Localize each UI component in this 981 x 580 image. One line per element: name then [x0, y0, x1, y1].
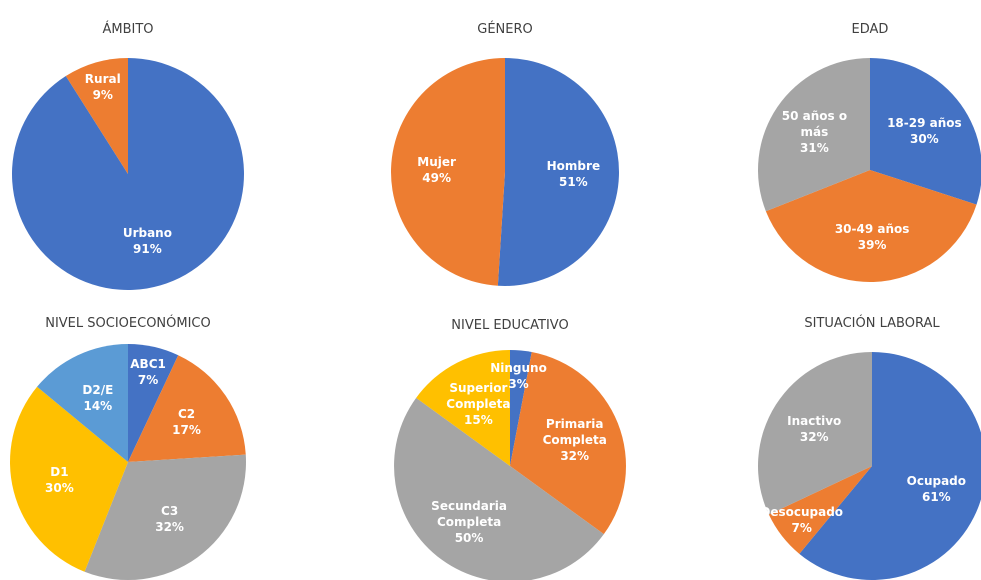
slice-label: C2 17% [144, 406, 230, 438]
chart-title: ÁMBITO [102, 22, 154, 37]
value-label: 17% [172, 423, 201, 438]
pie-slice [128, 355, 246, 462]
value-label: 7% [791, 521, 812, 536]
pie-slice [510, 350, 532, 466]
category-label: Ninguno [490, 360, 547, 375]
pie-slice [390, 58, 505, 286]
category-label: C3 [161, 504, 179, 519]
value-label: 32% [799, 430, 829, 445]
slice-label: Ninguno 3% [476, 360, 562, 392]
value-label: 9% [92, 88, 113, 103]
chart-title: SITUACIÓN LABORAL [804, 316, 940, 331]
pie-slice [9, 386, 129, 572]
pie-slice [765, 170, 977, 283]
category-label: Ocupado [906, 474, 967, 489]
category-label: 30-49 años [834, 222, 910, 237]
category-label: Primaria Completa [542, 417, 607, 448]
slice-label: Rural 9% [60, 71, 146, 103]
value-label: 31% [800, 141, 829, 156]
value-label: 39% [857, 238, 887, 253]
pie-slice [37, 344, 128, 462]
category-label: D2/E [82, 382, 114, 397]
category-label: 50 años o más [781, 109, 848, 140]
category-label: 18-29 años [887, 115, 962, 130]
slice-label: Superior Completa 15% [435, 380, 521, 428]
pie-slice [768, 466, 872, 554]
pie-slice [758, 58, 870, 212]
value-label: 51% [558, 175, 588, 190]
slice-label: Primaria Completa 32% [532, 416, 618, 464]
pie-slice [799, 352, 981, 580]
value-label: 49% [422, 170, 451, 185]
value-label: 7% [137, 373, 159, 388]
category-label: C2 [177, 407, 196, 422]
pie-slice [84, 454, 246, 580]
pie-slice [394, 397, 604, 580]
pie-slice [758, 352, 872, 515]
category-label: Mujer [417, 154, 456, 169]
pie-slice [497, 58, 619, 286]
slice-label: Inactivo 32% [771, 413, 857, 445]
category-label: Secundaria Completa [431, 499, 507, 530]
slice-label: C3 32% [127, 503, 213, 535]
chart-title: NIVEL SOCIOECONÓMICO [45, 316, 211, 331]
slice-label: Ocupado 61% [893, 473, 979, 505]
slice-label: Hombre 51% [530, 158, 616, 190]
pie-slice [870, 58, 981, 205]
value-label: 30% [909, 131, 939, 146]
slice-label: Secundaria Completa 50% [426, 498, 512, 546]
slice-label: Urbano 91% [104, 225, 190, 257]
slice-label: D2/E 14% [55, 382, 141, 414]
pie-slice [510, 352, 626, 535]
slice-label: ABC1 7% [105, 356, 191, 388]
value-label: 91% [133, 241, 162, 256]
slice-label: 30-49 años 39% [829, 221, 915, 253]
category-label: Hombre [546, 159, 601, 174]
value-label: 15% [464, 412, 493, 427]
pie-slice [128, 344, 179, 462]
category-label: Inactivo [787, 414, 842, 429]
pie-slice [65, 58, 128, 174]
slice-label: 18-29 años 30% [881, 115, 967, 147]
category-label: Desocupado [760, 505, 844, 520]
category-label: ABC1 [130, 357, 166, 372]
value-label: 3% [508, 376, 529, 391]
category-label: Urbano [122, 225, 172, 240]
slice-label: Desocupado 7% [759, 504, 845, 536]
value-label: 14% [83, 398, 113, 413]
chart-title: EDAD [851, 22, 889, 37]
chart-title: NIVEL EDUCATIVO [451, 318, 569, 333]
category-label: Superior Completa [446, 380, 511, 411]
slice-label: 50 años o más 31% [771, 108, 857, 156]
value-label: 50% [454, 531, 484, 546]
value-label: 32% [560, 449, 590, 464]
slice-label: D1 30% [16, 464, 102, 496]
value-label: 61% [921, 490, 951, 505]
pie-slice [416, 350, 510, 466]
chart-title: GÉNERO [477, 22, 533, 37]
value-label: 30% [45, 480, 74, 495]
category-label: D1 [50, 464, 69, 479]
category-label: Rural [84, 72, 121, 87]
slice-label: Mujer 49% [394, 154, 480, 186]
value-label: 32% [155, 520, 184, 535]
